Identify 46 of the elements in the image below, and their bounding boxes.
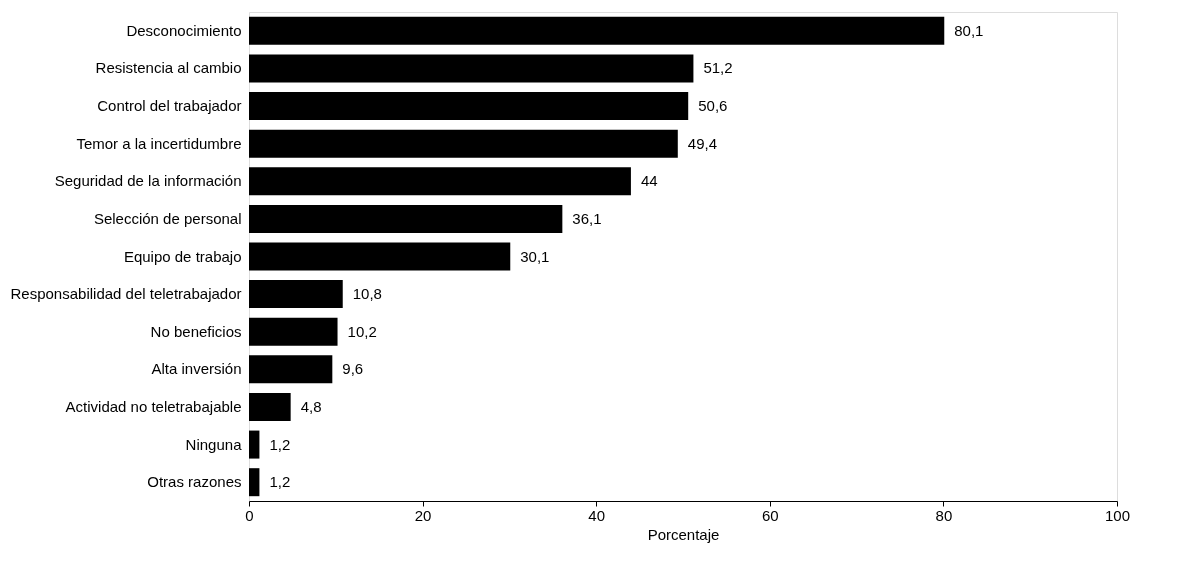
data-label: 9,6: [342, 360, 364, 378]
y-tick-label: Selección de personal: [93, 209, 242, 227]
y-tick-label: Resistencia al cambio: [95, 59, 242, 77]
data-label: 1,2: [269, 473, 291, 491]
bar: [249, 317, 338, 346]
y-tick-label: Desconocimiento: [126, 21, 242, 39]
y-tick-label: Temor a la incertidumbre: [76, 134, 242, 152]
bar: [249, 280, 343, 309]
y-tick-label: Otras razones: [147, 473, 242, 491]
bar: [249, 242, 511, 271]
bar: [249, 129, 678, 158]
y-tick-label: Responsabilidad del teletrabajador: [10, 285, 242, 303]
data-label: 4,8: [300, 397, 322, 415]
bar: [249, 355, 333, 384]
x-tick-label: 80: [935, 506, 953, 524]
x-tick-label: 40: [588, 506, 606, 524]
data-label: 80,1: [954, 21, 984, 39]
y-tick-label: Actividad no teletrabajable: [65, 397, 242, 415]
data-label: 36,1: [572, 209, 602, 227]
x-axis-title: Porcentaje: [647, 525, 720, 543]
data-label: 49,4: [687, 134, 717, 152]
bar: [249, 468, 260, 497]
data-label: 1,2: [269, 435, 291, 453]
bar: [249, 392, 291, 421]
x-tick-label: 60: [761, 506, 779, 524]
bar: [249, 16, 945, 45]
y-tick-label: Alta inversión: [151, 360, 242, 378]
y-tick-label: Ninguna: [185, 435, 243, 453]
data-label: 44: [640, 172, 658, 190]
x-tick-label: 0: [245, 506, 254, 524]
y-tick-label: Control del trabajador: [97, 97, 242, 115]
bar: [249, 92, 689, 121]
y-tick-label: Seguridad de la información: [54, 172, 242, 190]
data-label: 30,1: [520, 247, 550, 265]
y-tick-label: No beneficios: [150, 322, 242, 340]
bar: [249, 54, 694, 83]
bar: [249, 430, 260, 459]
data-label: 50,6: [698, 97, 728, 115]
bar: [249, 167, 631, 196]
data-label: 51,2: [703, 59, 733, 77]
y-tick-label: Equipo de trabajo: [123, 247, 242, 265]
x-tick-label: 100: [1104, 506, 1131, 524]
bar: [249, 204, 563, 233]
x-tick-label: 20: [414, 506, 432, 524]
data-label: 10,8: [352, 285, 382, 303]
data-label: 10,2: [347, 322, 377, 340]
